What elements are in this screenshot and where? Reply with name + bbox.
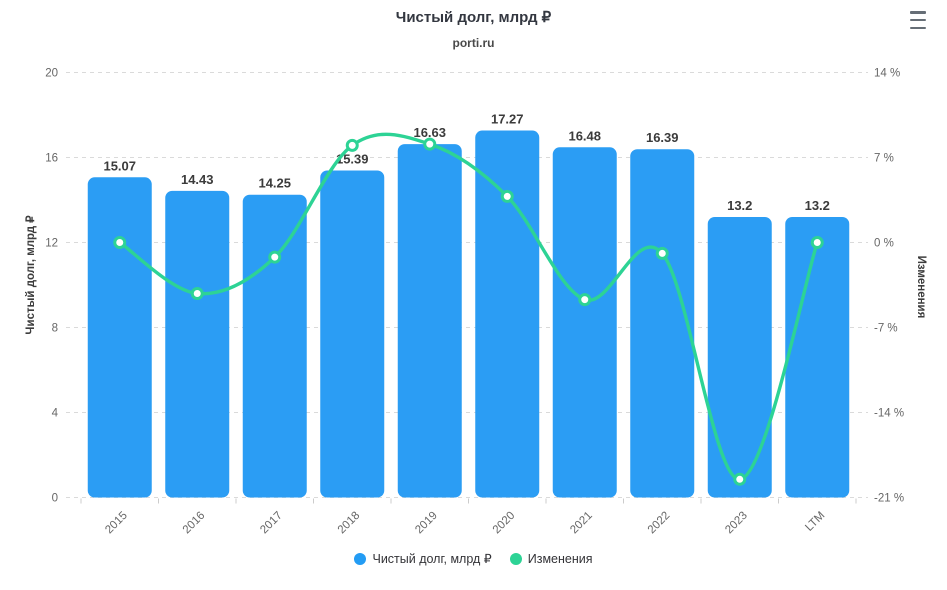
changes-marker-2019[interactable] xyxy=(423,137,437,151)
x-axis-label-2015[interactable]: 2015 xyxy=(103,510,130,537)
y-axis-title-right: Изменения xyxy=(915,255,927,319)
changes-line xyxy=(118,132,819,482)
x-axis-label-2021[interactable]: 2021 xyxy=(568,510,595,537)
chart-title: Чистый долг, млрд ₽ xyxy=(395,9,552,26)
y-axis-left-tick-label: 0 xyxy=(52,493,58,505)
changes-marker-2017[interactable] xyxy=(268,250,282,264)
bar-value-label: 13.2 xyxy=(727,198,752,213)
bar-LTM[interactable] xyxy=(785,217,850,498)
changes-marker-2018[interactable] xyxy=(345,138,359,152)
y-axis-right-tick-label: -14 % xyxy=(874,408,904,420)
bar-2022[interactable] xyxy=(630,149,695,498)
y-axis-title-left: Чистый долг, млрд ₽ xyxy=(25,215,37,335)
x-axis-label-2023[interactable]: 2023 xyxy=(723,510,750,537)
y-axis-left-tick-label: 8 xyxy=(52,323,58,335)
hamburger-icon xyxy=(910,26,926,29)
bar-2016[interactable] xyxy=(165,190,230,498)
bar-2015[interactable] xyxy=(87,177,152,498)
y-axis-right-tick-label: 0 % xyxy=(874,238,894,250)
chart-subtitle: porti.ru xyxy=(452,36,495,50)
x-axis-label-LTM[interactable]: LTM xyxy=(803,510,827,534)
x-axis-label-2020[interactable]: 2020 xyxy=(491,510,518,537)
bar-value-label: 17.27 xyxy=(491,112,524,127)
legend-label: Изменения xyxy=(527,551,593,566)
y-axis-left-tick-label: 12 xyxy=(45,238,58,250)
y-axis-right-tick-label: 14 % xyxy=(874,68,900,80)
bar-2017[interactable] xyxy=(242,194,307,498)
bar-value-label: 16.63 xyxy=(413,125,446,140)
x-axis-label-2017[interactable]: 2017 xyxy=(258,510,285,537)
bar-2020[interactable] xyxy=(475,130,540,498)
bar-2023[interactable] xyxy=(707,217,772,498)
changes-marker-2016[interactable] xyxy=(190,287,204,300)
y-axis-right-tick-label: -21 % xyxy=(874,493,904,505)
y-axis-right-tick-label: -7 % xyxy=(874,323,898,335)
y-axis-left-tick-label: 20 xyxy=(45,68,58,80)
bar-value-label: 16.48 xyxy=(568,128,601,143)
y-axis-left-tick-label: 16 xyxy=(45,153,58,165)
x-axis-label-2016[interactable]: 2016 xyxy=(181,510,208,537)
circle-marker-icon xyxy=(354,552,367,565)
legend-item-net-debt[interactable]: Чистый долг, млрд ₽ xyxy=(354,551,492,566)
changes-marker-LTM[interactable] xyxy=(810,236,824,249)
x-axis-label-2018[interactable]: 2018 xyxy=(336,510,363,537)
bar-value-label: 14.25 xyxy=(258,176,291,191)
bar-2018[interactable] xyxy=(320,170,385,498)
x-axis-label-2019[interactable]: 2019 xyxy=(413,510,440,537)
changes-marker-2022[interactable] xyxy=(655,246,669,260)
bar-2021[interactable] xyxy=(552,147,617,498)
bar-value-label: 15.07 xyxy=(103,158,136,173)
x-axis-label-2022[interactable]: 2022 xyxy=(646,510,673,537)
changes-marker-2023[interactable] xyxy=(733,472,747,486)
legend-label: Чистый долг, млрд ₽ xyxy=(372,552,492,566)
circle-marker-icon xyxy=(509,552,522,565)
legend: Чистый долг, млрд ₽ Изменения xyxy=(0,551,947,566)
changes-marker-2015[interactable] xyxy=(113,236,127,249)
changes-marker-2020[interactable] xyxy=(500,189,514,203)
hamburger-icon xyxy=(910,11,926,14)
context-menu-button[interactable] xyxy=(907,9,935,31)
bar-value-label: 16.39 xyxy=(646,130,679,145)
bar-value-label: 13.2 xyxy=(805,198,830,213)
hamburger-icon xyxy=(910,18,926,22)
bar-2019[interactable] xyxy=(397,144,462,498)
y-axis-left-tick-label: 4 xyxy=(52,408,59,420)
bar-value-label: 14.43 xyxy=(181,172,214,187)
y-axis-right-tick-label: 7 % xyxy=(874,153,894,165)
legend-item-changes[interactable]: Изменения xyxy=(509,551,593,566)
changes-marker-2021[interactable] xyxy=(578,293,592,307)
